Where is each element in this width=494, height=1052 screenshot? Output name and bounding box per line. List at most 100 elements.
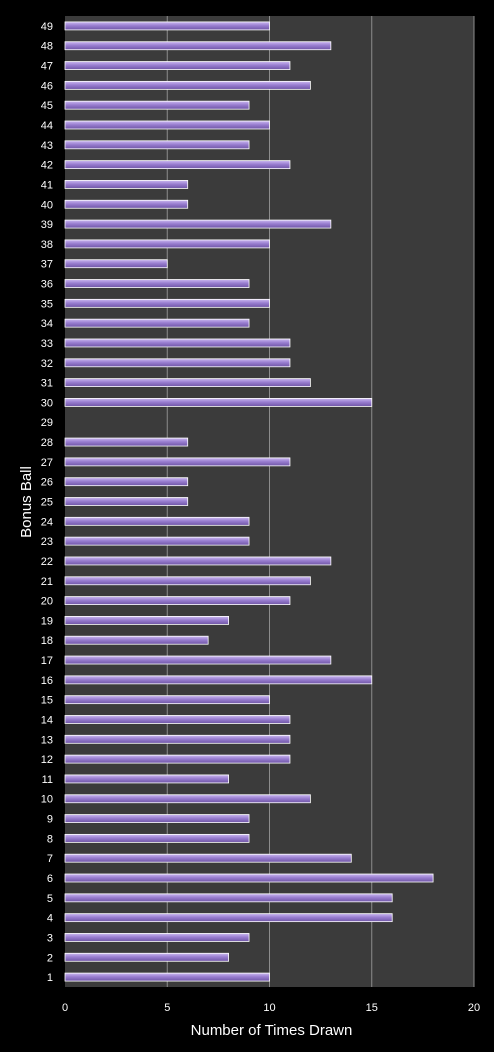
bar-39 (64, 219, 332, 229)
y-tick-label: 40 (41, 199, 53, 211)
x-tick-label: 5 (164, 1002, 170, 1014)
y-tick-label: 7 (47, 853, 53, 865)
y-tick-label: 32 (41, 358, 53, 370)
bar-49 (64, 21, 270, 31)
bar-30 (64, 398, 373, 407)
bar-10 (64, 794, 311, 804)
y-tick-label: 13 (41, 734, 53, 746)
bar-48 (64, 41, 332, 51)
bar-8 (64, 833, 250, 843)
bar-45 (64, 100, 250, 110)
bar-5 (64, 893, 393, 903)
y-tick-label: 24 (41, 516, 53, 528)
y-tick-label: 47 (41, 61, 53, 73)
y-tick-label: 42 (41, 160, 53, 172)
y-tick-label: 39 (41, 219, 53, 231)
bar-42 (64, 160, 291, 170)
bar-9 (64, 814, 250, 823)
y-tick-label: 17 (41, 655, 53, 667)
bar-26 (64, 477, 189, 487)
x-tick-label: 0 (62, 1002, 68, 1014)
y-axis-title: Bonus Ball (18, 466, 35, 538)
bar-16 (64, 675, 373, 685)
bar-2 (64, 952, 230, 962)
y-tick-label: 34 (41, 318, 53, 330)
grid-lines (166, 16, 475, 987)
y-tick-label: 48 (41, 41, 53, 53)
x-axis-title: Number of Times Drawn (191, 1022, 353, 1039)
y-tick-label: 43 (41, 140, 53, 152)
y-tick-label: 46 (41, 80, 53, 92)
bar-4 (64, 913, 393, 923)
y-tick-label: 19 (41, 615, 53, 627)
bar-35 (64, 298, 270, 308)
y-tick-labels: 1234567891011121314151617181920212223242… (41, 21, 53, 984)
bar-31 (64, 378, 311, 388)
bar-20 (64, 596, 291, 605)
bar-24 (64, 516, 250, 526)
y-tick-label: 9 (47, 814, 53, 826)
y-tick-label: 11 (42, 774, 53, 786)
y-tick-label: 8 (47, 833, 53, 845)
bar-40 (64, 199, 189, 209)
bar-32 (64, 358, 291, 368)
y-tick-label: 26 (41, 477, 53, 489)
y-tick-label: 37 (41, 259, 53, 271)
y-tick-label: 2 (47, 952, 53, 964)
y-tick-label: 45 (41, 100, 53, 112)
y-tick-label: 49 (41, 21, 53, 33)
y-tick-label: 41 (41, 179, 53, 191)
bar-13 (64, 734, 291, 744)
y-tick-label: 6 (47, 873, 53, 885)
y-tick-label: 20 (41, 596, 53, 608)
y-tick-label: 3 (47, 932, 53, 944)
bar-23 (64, 536, 250, 546)
y-tick-label: 10 (41, 794, 53, 806)
y-tick-label: 25 (41, 497, 53, 509)
bar-18 (64, 635, 209, 645)
bar-28 (64, 437, 189, 447)
bar-46 (64, 80, 311, 90)
y-tick-label: 5 (47, 893, 53, 905)
x-tick-label: 15 (366, 1002, 378, 1014)
y-tick-label: 36 (41, 279, 53, 291)
bar-41 (64, 180, 189, 189)
y-tick-label: 27 (41, 457, 53, 469)
bars (64, 21, 434, 982)
bar-11 (64, 774, 230, 784)
y-tick-label: 29 (41, 417, 53, 429)
bar-14 (64, 715, 291, 724)
bar-21 (64, 576, 311, 586)
bar-43 (64, 140, 250, 150)
bar-15 (64, 695, 270, 705)
bar-22 (64, 556, 332, 566)
y-tick-label: 22 (41, 556, 53, 568)
bar-44 (64, 120, 270, 130)
bar-33 (64, 338, 291, 348)
y-tick-label: 30 (41, 397, 53, 409)
y-tick-label: 16 (41, 675, 53, 687)
y-tick-label: 44 (41, 120, 53, 132)
bar-6 (64, 873, 434, 883)
x-tick-label: 10 (263, 1002, 275, 1014)
bar-37 (64, 259, 168, 269)
x-tick-labels: 0 5 10 15 20 (62, 1002, 480, 1014)
y-tick-label: 31 (41, 378, 53, 390)
bar-1 (64, 972, 270, 982)
bar-12 (64, 754, 291, 764)
y-tick-label: 35 (41, 298, 53, 310)
y-tick-label: 14 (41, 714, 53, 726)
y-tick-label: 12 (41, 754, 53, 766)
bar-25 (64, 497, 189, 506)
bar-17 (64, 655, 332, 665)
y-tick-label: 4 (47, 913, 53, 925)
y-tick-label: 21 (41, 576, 53, 588)
bar-34 (64, 318, 250, 328)
x-tick-label: 20 (468, 1002, 480, 1014)
bar-36 (64, 279, 250, 288)
y-tick-label: 38 (41, 239, 53, 251)
y-tick-label: 18 (41, 635, 53, 647)
y-tick-label: 28 (41, 437, 53, 449)
